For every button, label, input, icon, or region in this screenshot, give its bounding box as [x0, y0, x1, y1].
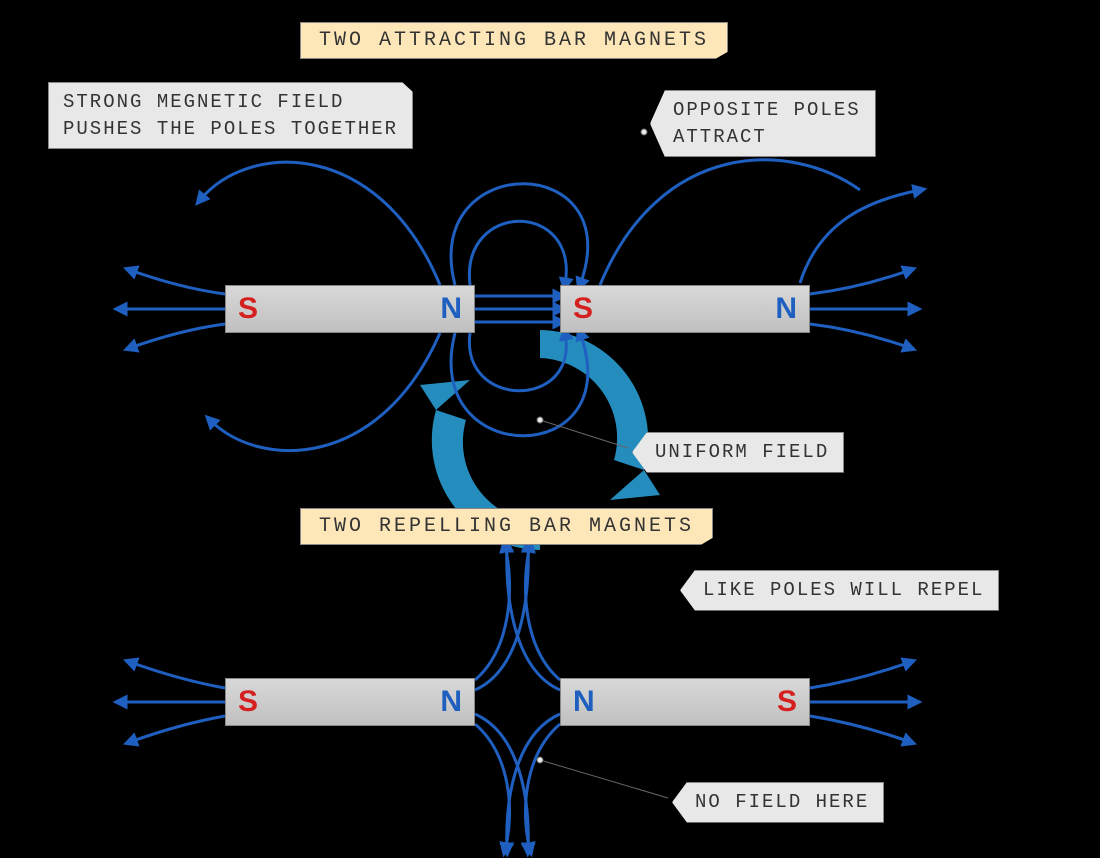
pole-n: N	[440, 685, 462, 719]
pole-s: S	[238, 292, 258, 326]
pole-n: N	[775, 292, 797, 326]
callout-like-repel: LIKE POLES WILL REPEL	[680, 570, 999, 611]
callout-uniform-field: UNIFORM FIELD	[632, 432, 844, 473]
magnet-attracting-right: S N	[560, 285, 810, 333]
magnet-attracting-left: S N	[225, 285, 475, 333]
title-repelling: TWO REPELLING BAR MAGNETS	[300, 508, 713, 545]
pole-s: S	[777, 685, 797, 719]
callout-opposite-attract: OPPOSITE POLES ATTRACT	[650, 90, 876, 157]
magnet-repelling-left: S N	[225, 678, 475, 726]
pole-n: N	[440, 292, 462, 326]
pole-s: S	[238, 685, 258, 719]
magnet-repelling-right: N S	[560, 678, 810, 726]
pole-n: N	[573, 685, 595, 719]
callout-no-field: NO FIELD HERE	[672, 782, 884, 823]
title-attracting: TWO ATTRACTING BAR MAGNETS	[300, 22, 728, 59]
pole-s: S	[573, 292, 593, 326]
callout-strong-field: STRONG MEGNETIC FIELD PUSHES THE POLES T…	[48, 82, 413, 149]
